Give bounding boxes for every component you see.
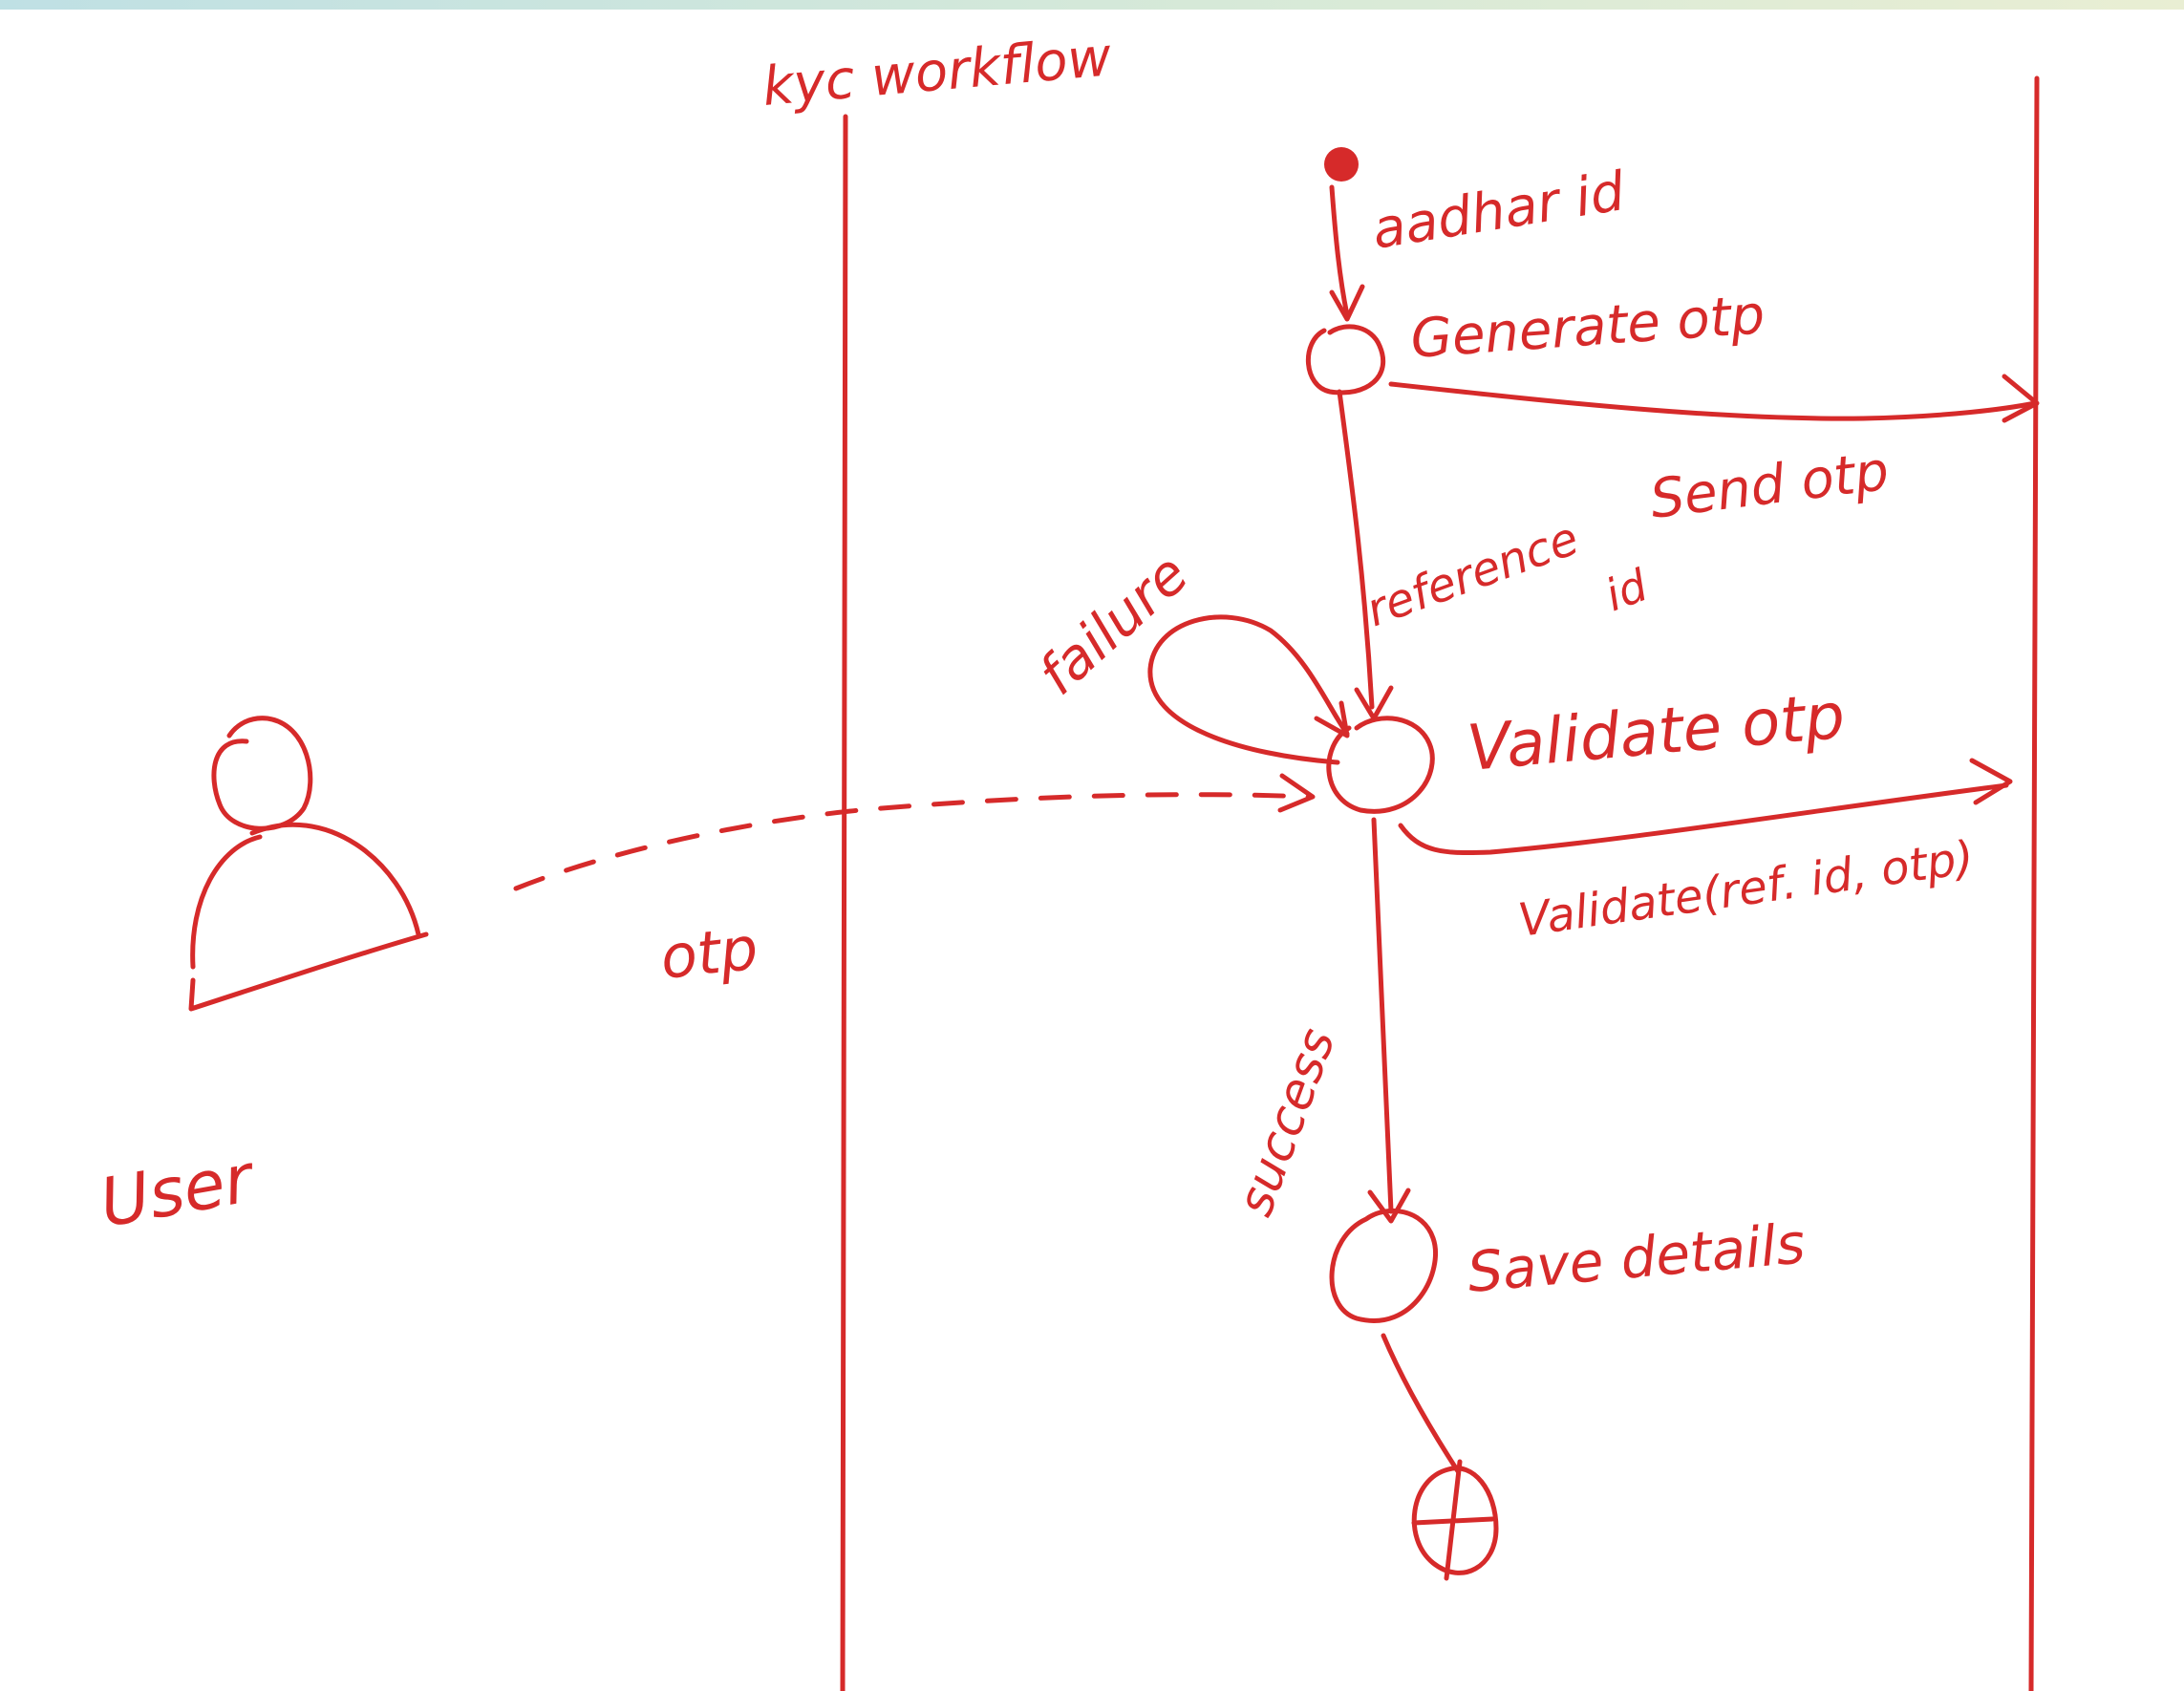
arrowhead xyxy=(1969,758,2013,805)
save-details-node xyxy=(1329,1208,1438,1323)
edge-user-otp xyxy=(513,792,1312,891)
lane-line-left xyxy=(840,114,848,1691)
save-details-label: Save details xyxy=(1465,1210,1808,1305)
failure-label: failure xyxy=(1026,541,1201,707)
send-otp-label: Send otp xyxy=(1647,440,1893,531)
validate-otp-label: Validate otp xyxy=(1465,679,1848,785)
edge-save-to-end xyxy=(1381,1333,1461,1474)
arrowhead xyxy=(1277,773,1316,813)
input-label: aadhar id xyxy=(1368,161,1629,262)
actor-label: User xyxy=(95,1139,263,1243)
reference-id-suffix: id xyxy=(1598,559,1655,621)
arrowhead xyxy=(1314,700,1350,738)
edge-validate-call xyxy=(1398,782,2009,856)
success-label: success xyxy=(1227,1021,1347,1224)
generate-otp-label: Generate otp xyxy=(1408,284,1766,371)
arrowhead xyxy=(1329,284,1365,322)
arrowhead xyxy=(1367,1188,1411,1224)
reference-id-label: reference xyxy=(1360,512,1586,638)
edge-failure-loop xyxy=(1147,614,1350,765)
edge-success xyxy=(1371,817,1394,1214)
window-top-strip xyxy=(0,0,2184,10)
start-node xyxy=(1324,147,1359,182)
generate-otp-node xyxy=(1305,324,1386,396)
swimlane-title: kyc workflow xyxy=(760,26,1114,118)
user-icon xyxy=(188,716,429,1012)
user-otp-label: otp xyxy=(657,913,761,993)
lane-line-right xyxy=(2028,75,2040,1691)
end-node xyxy=(1411,1459,1499,1581)
edge-start-to-generate xyxy=(1329,184,1350,318)
validate-otp-node xyxy=(1326,716,1435,814)
edge-generate-to-validate xyxy=(1337,389,1375,710)
edge-send-otp xyxy=(1388,381,2038,421)
validate-call-label: Validate(ref. id, otp) xyxy=(1515,831,1977,948)
arrowhead xyxy=(2002,374,2040,423)
